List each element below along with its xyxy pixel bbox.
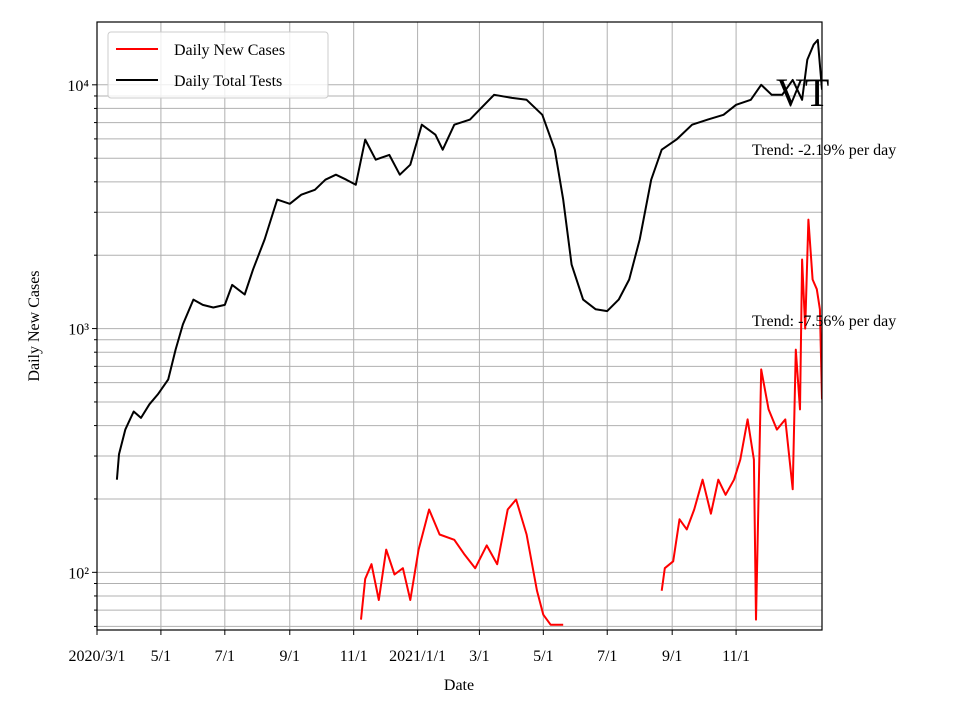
y-tick-label: 10⁴ bbox=[67, 78, 89, 95]
annotation: VT bbox=[776, 70, 829, 115]
x-tick-label: 9/1 bbox=[662, 648, 682, 665]
legend-label: Daily New Cases bbox=[174, 42, 285, 59]
ticks: 2020/3/1 5/1 7/1 9/1 11/1 2021/1/1 3/1 5/1 7/1 9/… bbox=[67, 78, 750, 665]
x-tick-label: 9/1 bbox=[280, 648, 300, 665]
x-tick-label: 5/1 bbox=[151, 648, 171, 665]
legend-box bbox=[107, 31, 329, 99]
legend-label: Daily Total Tests bbox=[174, 73, 282, 90]
x-tick-label: 7/1 bbox=[215, 648, 235, 665]
series-line bbox=[360, 218, 822, 626]
x-tick-label: 7/1 bbox=[597, 648, 617, 665]
x-tick-label: 11/1 bbox=[340, 648, 368, 665]
y-tick-label: 10³ bbox=[68, 322, 89, 339]
plot-frame bbox=[96, 21, 823, 631]
x-tick-label: 3/1 bbox=[469, 648, 489, 665]
x-tick-label: 2020/3/1 bbox=[69, 648, 126, 665]
annotation: Trend: -2.19% per day bbox=[752, 142, 896, 159]
grid bbox=[96, 22, 822, 630]
plot-lines bbox=[115, 38, 822, 626]
y-axis-label: Daily New Cases bbox=[26, 270, 43, 381]
annotation: Trend: -7.56% per day bbox=[752, 313, 896, 330]
series-line bbox=[115, 38, 822, 480]
x-tick-label: 11/1 bbox=[722, 648, 750, 665]
x-tick-label: 2021/1/1 bbox=[389, 648, 446, 665]
x-axis-label: Date bbox=[444, 677, 474, 694]
legend: Daily New Cases Daily Total Tests bbox=[107, 31, 329, 99]
x-tick-label: 5/1 bbox=[533, 648, 553, 665]
y-tick-label: 10² bbox=[68, 565, 89, 582]
